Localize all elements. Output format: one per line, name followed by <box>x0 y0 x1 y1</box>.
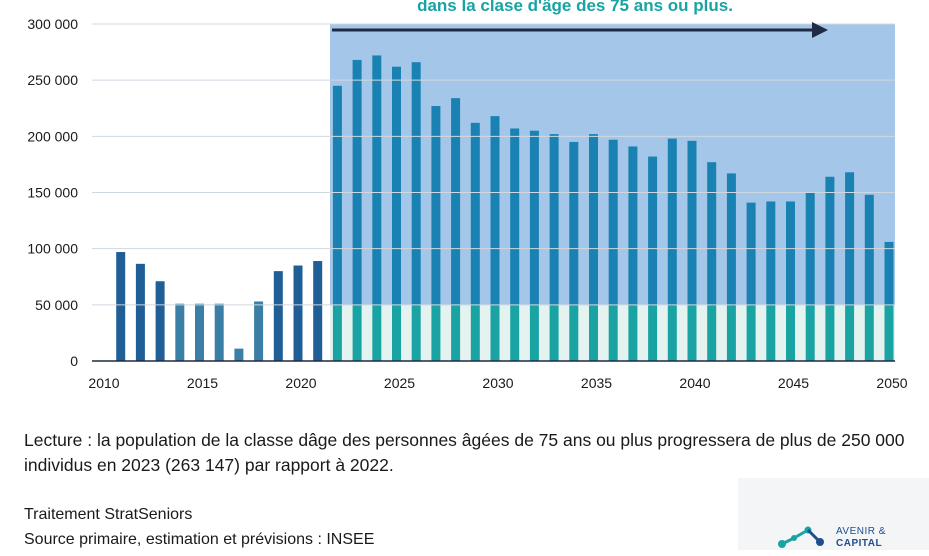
bar-2020 <box>293 265 303 361</box>
bar-2037-base <box>628 304 638 361</box>
bars <box>116 55 894 361</box>
bar-2047-base <box>825 304 835 361</box>
bar-2026 <box>411 62 421 305</box>
bar-2026-base <box>411 304 421 361</box>
bar-2048-base <box>845 304 855 361</box>
bar-2015 <box>195 303 204 361</box>
bar-2022-base <box>332 304 342 361</box>
annotation: dans la clase d'âge des 75 ans ou plus. <box>332 0 828 38</box>
credit-source: Source primaire, estimation et prévision… <box>24 531 375 548</box>
bar-2036-base <box>608 304 618 361</box>
logo-line2: CAPITAL <box>836 538 883 549</box>
bar-2023-base <box>352 304 362 361</box>
bar-2043-base <box>746 304 756 361</box>
x-tick-label: 2015 <box>187 375 218 391</box>
bar-2019 <box>273 271 283 361</box>
credit-processing: Traitement StratSeniors <box>24 506 193 523</box>
bar-2031-base <box>510 304 520 361</box>
bar-2049-base <box>864 304 874 361</box>
x-tick-label: 2045 <box>778 375 809 391</box>
bar-2034-base <box>569 304 579 361</box>
annotation-text: dans la clase d'âge des 75 ans ou plus. <box>417 0 733 15</box>
bar-2042 <box>726 173 736 305</box>
bar-2040-base <box>687 304 697 361</box>
x-tick-label: 2025 <box>384 375 415 391</box>
bar-2025-base <box>392 304 401 361</box>
bar-2023 <box>352 59 362 305</box>
x-tick-label: 2035 <box>581 375 612 391</box>
bar-2032 <box>529 130 539 305</box>
x-tick-label: 2050 <box>876 375 907 391</box>
y-tick-label: 100 000 <box>27 241 78 257</box>
bar-2035-base <box>589 304 598 361</box>
bar-2032-base <box>529 304 539 361</box>
bar-2027-base <box>431 304 441 361</box>
bar-2035 <box>589 134 598 305</box>
bar-2045 <box>786 201 795 305</box>
bar-2038 <box>648 156 658 305</box>
bar-2025 <box>392 66 401 305</box>
bar-2030-base <box>490 304 500 361</box>
bar-2044-base <box>766 304 776 361</box>
bar-2028-base <box>451 304 461 361</box>
bar-2046-base <box>805 304 815 361</box>
bar-2027 <box>431 106 441 305</box>
x-tick-label: 2040 <box>679 375 710 391</box>
bar-2050-base <box>884 304 894 361</box>
bar-2031 <box>510 128 520 305</box>
bar-2022 <box>332 85 342 305</box>
logo-line1: AVENIR & <box>836 526 886 537</box>
bar-2038-base <box>648 304 658 361</box>
bar-2012 <box>135 263 145 361</box>
population-chart: 0 50 000 100 000 150 000 200 000 250 000 300 0… <box>27 0 907 391</box>
reading-note: Lecture : la population de la classe dâg… <box>24 430 905 475</box>
arrow-right-icon <box>812 22 828 38</box>
y-tick-label: 300 000 <box>27 16 78 32</box>
y-tick-label: 0 <box>70 353 78 369</box>
bar-2030 <box>490 116 500 305</box>
credits: Traitement StratSeniors Source primaire,… <box>24 502 374 552</box>
bar-2029-base <box>470 304 480 361</box>
bar-2011 <box>116 252 126 361</box>
bar-2048 <box>845 172 855 305</box>
bar-2013 <box>155 281 165 361</box>
bar-2047 <box>825 176 835 305</box>
y-tick-label: 200 000 <box>27 128 78 144</box>
bar-2033 <box>549 134 559 305</box>
bar-2039 <box>667 138 677 305</box>
x-tick-label: 2030 <box>482 375 513 391</box>
bar-2024-base <box>372 304 382 361</box>
bar-2024 <box>372 55 382 305</box>
bar-2041 <box>707 162 717 305</box>
bar-2050 <box>884 241 894 305</box>
bar-2044 <box>766 201 776 305</box>
bar-2043 <box>746 202 756 305</box>
axes: 0 50 000 100 000 150 000 200 000 250 000 300 0… <box>27 16 907 391</box>
bar-2018 <box>254 301 264 361</box>
bar-2034 <box>569 141 579 305</box>
bar-2021 <box>313 261 323 361</box>
bar-2016 <box>214 303 224 361</box>
bar-2042-base <box>726 304 736 361</box>
bar-2041-base <box>707 304 717 361</box>
bar-2029 <box>470 122 480 305</box>
x-tick-label: 2010 <box>88 375 119 391</box>
y-tick-label: 150 000 <box>27 185 78 201</box>
avenir-capital-logo: AVENIR & CAPITAL <box>738 478 929 550</box>
bar-2039-base <box>667 304 677 361</box>
bar-2040 <box>687 140 697 305</box>
x-tick-label: 2020 <box>285 375 316 391</box>
bar-2049 <box>864 194 874 305</box>
bar-2017 <box>234 348 244 361</box>
bar-2014 <box>175 303 185 361</box>
bar-2033-base <box>549 304 559 361</box>
y-tick-label: 50 000 <box>35 297 78 313</box>
bar-2028 <box>451 98 461 305</box>
logo-mark-icon <box>778 526 824 548</box>
logo-text: AVENIR & CAPITAL <box>836 526 886 550</box>
bar-2036 <box>608 139 618 305</box>
y-tick-label: 250 000 <box>27 72 78 88</box>
bar-2037 <box>628 146 638 305</box>
bar-2045-base <box>786 304 795 361</box>
